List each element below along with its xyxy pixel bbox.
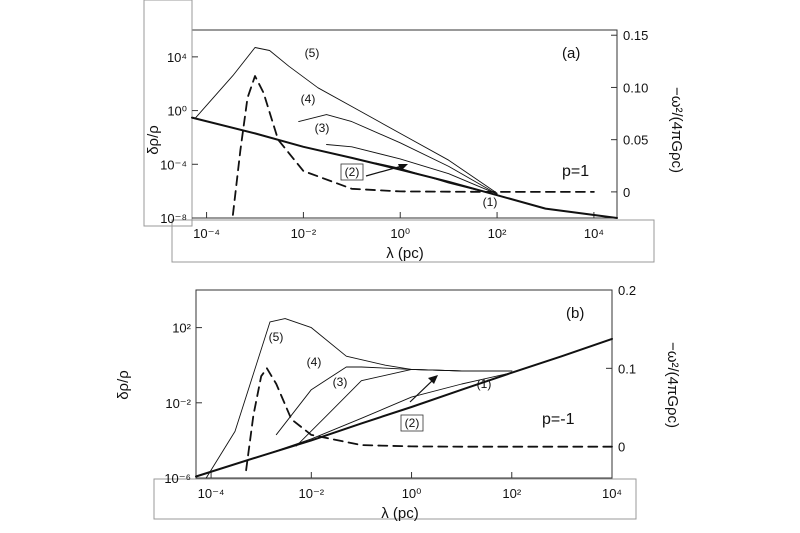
panel-a-x-tick-label: 10² <box>488 226 507 241</box>
panel-b-y-tick-label: 10⁻² <box>165 396 191 411</box>
panel-a-annotation: p=1 <box>562 163 589 180</box>
panel-a-x-tick-label: 10⁻⁴ <box>193 226 220 241</box>
panel-a-arrowhead <box>398 164 408 171</box>
panel-b-curve-label-box <box>400 414 424 432</box>
panel-b-bottom-box <box>153 478 637 520</box>
panel-b: 10⁻⁴ 10⁻² 10⁰ 10² 10⁴ 10² 10⁻² 10⁻⁶ 0.2 0.1 0 λ … <box>115 283 681 522</box>
panel-a-ylabel: δρ/ρ <box>145 125 162 155</box>
panel-b-curve-label-3: (3) <box>333 375 348 389</box>
panel-b-ylabel-right: −ω²/(4πGρc) <box>664 342 681 428</box>
panel-b-series-curve-1 <box>195 337 613 478</box>
panel-b-y2-tick-label: 0 <box>618 440 625 455</box>
panel-a-y2-tick-label: 0.10 <box>623 80 648 95</box>
panel-b-annotation: p=-1 <box>542 411 575 428</box>
panel-a-x-tick-label: 10⁴ <box>584 226 604 241</box>
panel-a-curve-label-box <box>340 163 364 181</box>
panel-a-y2-tick-label: 0.15 <box>623 28 648 43</box>
panel-b-y-tick-label: 10⁻⁶ <box>164 471 191 486</box>
panel-a-curve-label-4: (4) <box>301 92 316 106</box>
panel-a-curve-labels: (1) (2) (3) (4) (5) <box>301 46 498 209</box>
panel-a-label: (a) <box>562 45 580 62</box>
panel-a-series-curve-3 <box>326 144 498 195</box>
panel-a-series-curve-1 <box>191 116 618 219</box>
panel-b-y2-tick-label: 0.1 <box>618 361 636 376</box>
panel-b-arrow <box>409 379 434 403</box>
panel-a-x-tick-label: 10⁰ <box>390 226 410 241</box>
panel-a-bottom-box <box>171 219 655 263</box>
panel-b-x-tick-label: 10⁴ <box>602 486 622 501</box>
panel-a-y-tick-label: 10⁻⁸ <box>160 211 187 226</box>
panel-b-frame <box>195 289 613 479</box>
panel-b-label: (b) <box>566 305 584 322</box>
panel-b-curves <box>195 318 613 479</box>
panel-b-xlabel: λ (pc) <box>381 505 419 522</box>
panel-b-curve-labels: (1) (2) (3) (4) (5) <box>269 330 492 432</box>
panel-a-xlabel: λ (pc) <box>386 245 424 262</box>
panel-a-curve-label-1: (1) <box>483 195 498 209</box>
panel-a-left-box <box>143 0 193 227</box>
panel-a-y-ticks: 10⁴ 10⁰ 10⁻⁴ 10⁻⁸ <box>160 50 198 226</box>
panel-b-x-ticks: 10⁻⁴ 10⁻² 10⁰ 10² 10⁴ <box>198 472 622 501</box>
panel-b-curve-label-4: (4) <box>307 355 322 369</box>
panel-b-x-tick-label: 10⁻⁴ <box>198 486 225 501</box>
panel-b-x-tick-label: 10² <box>502 486 521 501</box>
panel-b-curve-label-5: (5) <box>269 330 284 344</box>
panel-a-curve-label-3: (3) <box>315 121 330 135</box>
panel-b-x-tick-label: 10⁻² <box>298 486 324 501</box>
panel-b-y2-tick-label: 0.2 <box>618 283 636 298</box>
panel-b-y-ticks: 10² 10⁻² 10⁻⁶ <box>164 321 202 486</box>
panel-b-arrowhead <box>428 375 438 384</box>
panel-a-series-curve-5 <box>195 47 498 194</box>
panel-a-frame <box>191 29 618 219</box>
panel-b-curve-label-1: (1) <box>477 377 492 391</box>
panel-b-series-curve-5 <box>205 318 513 479</box>
panel-b-y-tick-label: 10² <box>172 321 191 336</box>
panel-a-y2-tick-label: 0 <box>623 185 630 200</box>
panel-a-curves <box>191 47 618 219</box>
panel-a-y-tick-label: 10⁻⁴ <box>160 157 187 172</box>
panel-a-y2-tick-label: 0.05 <box>623 133 648 148</box>
panel-b-series-omega-dashed <box>245 367 613 472</box>
panel-a-series-curve-2 <box>374 162 498 196</box>
panel-a-ylabel-right: −ω²/(4πGρc) <box>668 87 685 173</box>
panel-b-series-curve-2 <box>260 372 513 457</box>
panel-a-y-tick-label: 10⁴ <box>167 50 187 65</box>
panel-b-ylabel: δρ/ρ <box>115 370 132 400</box>
panel-b-x-tick-label: 10⁰ <box>402 486 422 501</box>
panel-a-curve-label-5: (5) <box>305 46 320 60</box>
panel-a-series-curve-4 <box>298 114 498 195</box>
panel-b-y2-ticks: 0.2 0.1 0 <box>606 283 636 455</box>
panel-a-curve-label-2: (2) <box>345 165 360 179</box>
panel-a-y-tick-label: 10⁰ <box>167 104 187 119</box>
panel-a-x-tick-label: 10⁻² <box>291 226 317 241</box>
panel-a-x-ticks: 10⁻⁴ 10⁻² 10⁰ 10² 10⁴ <box>193 212 604 241</box>
panel-a-arrow <box>365 165 403 177</box>
panel-a-y2-ticks: 0.15 0.10 0.05 0 <box>611 28 648 200</box>
panel-b-curve-label-2: (2) <box>405 416 420 430</box>
panel-a-series-omega-dashed <box>231 75 595 216</box>
